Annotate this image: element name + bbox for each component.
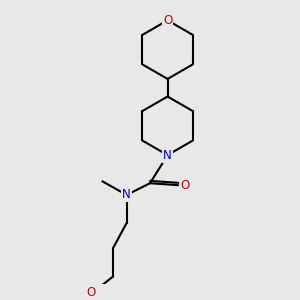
- Text: N: N: [122, 188, 131, 201]
- Text: O: O: [181, 179, 190, 192]
- Text: N: N: [163, 148, 172, 162]
- Text: O: O: [163, 14, 172, 27]
- Text: O: O: [87, 286, 96, 299]
